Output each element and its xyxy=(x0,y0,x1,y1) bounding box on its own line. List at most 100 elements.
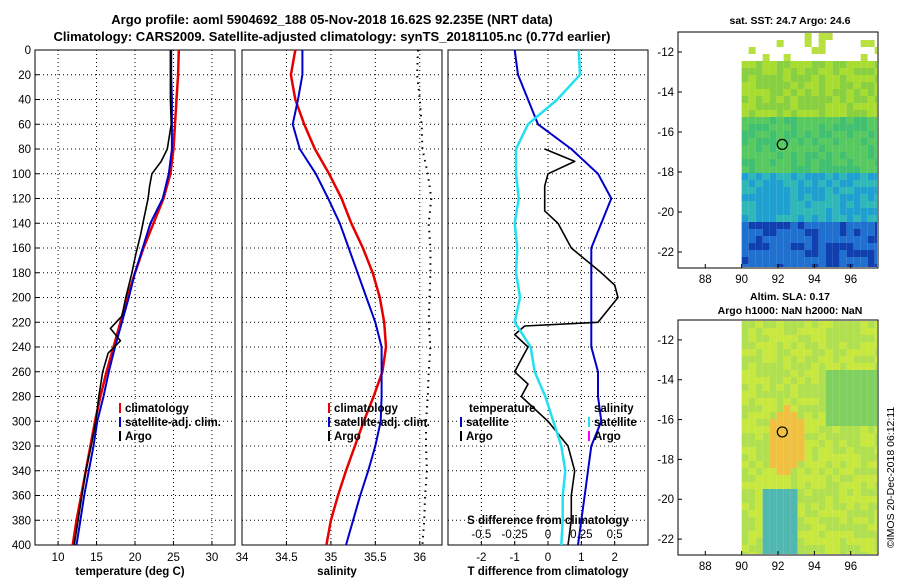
sst-map-cell xyxy=(839,208,847,215)
sla-map-cell xyxy=(748,531,756,538)
sla-map-cell xyxy=(825,405,833,412)
sst-map-cell xyxy=(825,68,833,75)
sst-map-cell xyxy=(741,222,749,229)
sst-map-cell xyxy=(797,152,805,159)
sst-map-cell xyxy=(804,75,812,82)
sla-map-cell xyxy=(832,503,840,510)
sla-map-cell xyxy=(783,328,791,335)
sla-map-cell xyxy=(748,363,756,370)
sla-map-cell xyxy=(762,433,770,440)
sst-map-cell xyxy=(860,180,868,187)
sst-map-cell xyxy=(839,152,847,159)
sla-map-cell xyxy=(741,531,749,538)
sst-map-cell xyxy=(818,222,826,229)
sla-map-cell xyxy=(811,433,819,440)
sst-map-cell xyxy=(762,75,770,82)
sla-map-cell xyxy=(867,412,875,419)
sst-map-cell xyxy=(811,173,819,180)
sla-map-cell xyxy=(874,496,877,503)
sst-map-cell xyxy=(832,82,840,89)
sst-map-cell xyxy=(790,138,798,145)
diff-temperature-legend-label: satellite xyxy=(466,417,509,429)
sla-map-cell xyxy=(776,349,784,356)
sst-map-cell xyxy=(783,75,791,82)
sst-map-cell xyxy=(818,61,826,68)
sst-map-cell xyxy=(811,145,819,152)
sst-map-cell xyxy=(748,208,756,215)
sst-map-cell xyxy=(790,103,798,110)
sst-map-cell xyxy=(769,243,777,250)
sla-map-cell xyxy=(797,524,805,531)
sla-map-cell xyxy=(832,475,840,482)
sst-map-cell xyxy=(783,166,791,173)
sla-map-cell xyxy=(832,419,840,426)
sla-map-cell xyxy=(783,405,791,412)
sla-map-cell xyxy=(769,335,777,342)
sst-map-cell xyxy=(853,264,861,267)
sla-map-cell xyxy=(769,510,777,517)
sst-map-cell xyxy=(811,103,819,110)
sst-map-cell xyxy=(832,68,840,75)
sla-map-cell xyxy=(797,538,805,545)
sst-map-cell xyxy=(832,117,840,124)
sla-map-cell xyxy=(790,524,798,531)
sst-map-cell xyxy=(839,138,847,145)
sla-map-cell xyxy=(769,328,777,335)
sst-map-cell xyxy=(762,138,770,145)
sst-map-cell xyxy=(748,117,756,124)
sst-map-cell xyxy=(783,103,791,110)
sst-map-cell xyxy=(874,229,877,236)
sla-map-cell xyxy=(783,370,791,377)
sla-map-cell xyxy=(790,321,798,328)
sla-map-cell xyxy=(762,363,770,370)
sla-map-cell xyxy=(867,510,875,517)
depth-tick-label: 240 xyxy=(12,342,31,354)
sst-map-cell xyxy=(748,82,756,89)
sst-map-cell xyxy=(762,68,770,75)
sla-map-cell xyxy=(783,461,791,468)
sst-map-cell xyxy=(867,250,875,257)
sla-map-cell xyxy=(755,405,763,412)
sla-map-cell xyxy=(776,363,784,370)
sst-map-cell xyxy=(839,96,847,103)
temperature-axis-tick-label: 20 xyxy=(129,552,142,564)
sla-map-cell xyxy=(804,496,812,503)
sst-map-cell xyxy=(874,264,877,267)
sla-map-cell xyxy=(783,454,791,461)
sst-map-cell xyxy=(748,61,756,68)
sla-map-cell xyxy=(818,370,826,377)
sla-map-cell xyxy=(755,412,763,419)
sst-map-cell xyxy=(860,236,868,243)
sst-map-cell xyxy=(741,75,749,82)
sla-map-cell xyxy=(762,405,770,412)
sla-map-lon-tick-label: 88 xyxy=(699,561,712,573)
sst-map-cell xyxy=(853,201,861,208)
sst-map-cell xyxy=(755,173,763,180)
sla-map-cell xyxy=(839,510,847,517)
sst-map-cell xyxy=(839,159,847,166)
sst-map-cell xyxy=(832,201,840,208)
sla-map-cell xyxy=(846,552,854,554)
sst-map-cell xyxy=(783,124,791,131)
sla-map-cell xyxy=(741,552,749,554)
sla-map-cell xyxy=(818,482,826,489)
sla-map-cell xyxy=(783,363,791,370)
sst-map-cell xyxy=(860,145,868,152)
sst-map-cell xyxy=(783,208,791,215)
sla-map-cell xyxy=(832,405,840,412)
sla-map-cell xyxy=(776,447,784,454)
sla-map-cell xyxy=(811,461,819,468)
sst-map-cell xyxy=(790,264,798,267)
sla-map-cell xyxy=(867,356,875,363)
sla-map-cell xyxy=(818,405,826,412)
sst-map-cell xyxy=(853,173,861,180)
sst-map-cell xyxy=(804,180,812,187)
sst-map-cell xyxy=(762,124,770,131)
sla-map-cell xyxy=(867,496,875,503)
sla-map-cell xyxy=(797,489,805,496)
sst-map-cell xyxy=(797,96,805,103)
sla-map-cell xyxy=(818,496,826,503)
sla-map-cell xyxy=(839,496,847,503)
sst-map-cell xyxy=(825,222,833,229)
sla-map-cell xyxy=(811,496,819,503)
